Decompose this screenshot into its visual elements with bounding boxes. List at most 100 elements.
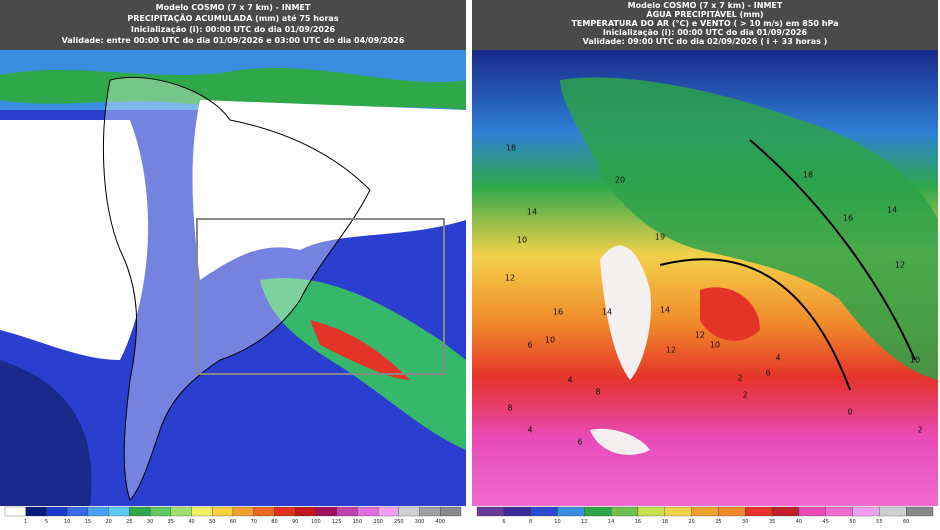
- title-line: Inicialização (i): 00:00 UTC do dia 01/0…: [131, 25, 336, 34]
- colorbar-label: 25: [715, 519, 721, 525]
- colorbar-swatch: [440, 506, 462, 517]
- colorbar-swatch: [879, 506, 907, 517]
- colorbar-label: 20: [688, 519, 694, 525]
- contour-label: 10: [910, 356, 920, 365]
- contour-label: 10: [517, 236, 527, 245]
- colorbar-swatch: [476, 506, 504, 517]
- precip-map: [0, 50, 466, 506]
- colorbar-swatch: [664, 506, 692, 517]
- colorbar-swatch: [584, 506, 612, 517]
- contour-label: 2: [737, 374, 742, 383]
- colorbar-swatch: [315, 506, 337, 517]
- contour-label: 16: [553, 308, 563, 317]
- colorbar-swatch: [503, 506, 531, 517]
- colorbar-label: 125: [332, 519, 342, 525]
- contour-label: 14: [887, 206, 897, 215]
- title-line: Modelo COSMO (7 x 7 km) - INMET: [156, 3, 311, 12]
- colorbar-label: 70: [251, 519, 257, 525]
- colorbar-label: 60: [903, 519, 909, 525]
- colorbar-label: 20: [105, 519, 111, 525]
- colorbar-label: 30: [742, 519, 748, 525]
- colorbar-swatch: [25, 506, 47, 517]
- colorbar-swatch: [852, 506, 880, 517]
- colorbar-label: 80: [271, 519, 277, 525]
- title-line: TEMPERATURA DO AR (°C) e VENTO ( > 10 m/…: [571, 19, 838, 28]
- colorbar-label: 90: [292, 519, 298, 525]
- colorbar-label: 18: [662, 519, 668, 525]
- colorbar-swatch: [419, 506, 441, 517]
- colorbar-label: 400: [435, 519, 445, 525]
- colorbar-label: 35: [769, 519, 775, 525]
- contour-label: 14: [602, 308, 612, 317]
- title-line: Validade: entre 00:00 UTC do dia 01/09/2…: [62, 36, 405, 45]
- title-line: Inicialização (i): 00:00 UTC do dia 01/0…: [603, 28, 808, 37]
- contour-label: 2: [917, 426, 922, 435]
- contour-label: 10: [545, 336, 555, 345]
- contour-label: 4: [567, 376, 572, 385]
- contour-label: 12: [666, 346, 676, 355]
- colorbar-label: 25: [126, 519, 132, 525]
- contour-label: 20: [615, 176, 625, 185]
- colorbar-swatch: [295, 506, 317, 517]
- colorbar-label: 50: [849, 519, 855, 525]
- contour-label: 6: [577, 438, 582, 447]
- colorbar-label: 8: [529, 519, 532, 525]
- colorbar-swatch: [798, 506, 826, 517]
- colorbar-label: 300: [415, 519, 425, 525]
- colorbar-swatch: [771, 506, 800, 517]
- colorbar-swatch: [191, 506, 213, 517]
- colorbar-swatch: [212, 506, 234, 517]
- title-line: ÁGUA PRECIPITÁVEL (mm): [646, 8, 763, 19]
- contour-label: 6: [527, 341, 532, 350]
- colorbar-label: 5: [45, 519, 48, 525]
- contour-label: 18: [803, 171, 813, 180]
- colorbar-label: 45: [823, 519, 829, 525]
- contour-label: 12: [505, 274, 515, 283]
- colorbar-swatch: [637, 506, 665, 517]
- colorbar-swatch: [108, 506, 130, 517]
- colorbar-label: 10: [554, 519, 560, 525]
- colorbar-label: 15: [85, 519, 91, 525]
- colorbar-swatch: [149, 506, 171, 517]
- contour-label: 18: [506, 144, 516, 153]
- contour-label: 14: [660, 306, 670, 315]
- colorbar-label: 1: [24, 519, 27, 525]
- colorbar-label: 60: [230, 519, 236, 525]
- contour-label: 6: [765, 369, 770, 378]
- colorbar-swatch: [906, 506, 934, 517]
- colorbar-label: 6: [502, 519, 505, 525]
- colorbar-label: 200: [373, 519, 383, 525]
- colorbar-label: 50: [209, 519, 215, 525]
- colorbar-label: 40: [796, 519, 802, 525]
- colorbar-label: 55: [876, 519, 882, 525]
- title-line: Validade: 09:00 UTC do dia 02/09/2026 ( …: [583, 37, 828, 46]
- contour-label: 14: [527, 208, 537, 217]
- colorbar-swatch: [718, 506, 746, 517]
- contour-label: 4: [775, 354, 780, 363]
- colorbar-swatch: [357, 506, 379, 517]
- colorbar-label: 14: [608, 519, 614, 525]
- colorbar-swatch: [557, 506, 585, 517]
- colorbar-label: 40: [188, 519, 194, 525]
- colorbar-swatch: [4, 506, 26, 517]
- colorbar-swatch: [67, 506, 89, 517]
- contour-label: 19: [655, 233, 665, 242]
- colorbar-swatch: [274, 506, 296, 517]
- colorbar-label: 10: [64, 519, 70, 525]
- colorbar-swatch: [129, 506, 151, 517]
- colorbar-swatch: [170, 506, 192, 517]
- colorbar-swatch: [87, 506, 109, 517]
- contour-label: 12: [695, 331, 705, 340]
- colorbar-label: 100: [311, 519, 321, 525]
- colorbar-label: 150: [353, 519, 363, 525]
- contour-label: 16: [843, 214, 853, 223]
- title-line: PRECIPITAÇÃO ACUMULADA (mm) até 75 horas: [127, 13, 338, 23]
- contour-label: 8: [507, 404, 512, 413]
- colorbar-swatch: [253, 506, 275, 517]
- colorbar-swatch: [336, 506, 358, 517]
- colorbar-swatch: [530, 506, 558, 517]
- colorbar-swatch: [232, 506, 254, 517]
- colorbar-label: 30: [147, 519, 153, 525]
